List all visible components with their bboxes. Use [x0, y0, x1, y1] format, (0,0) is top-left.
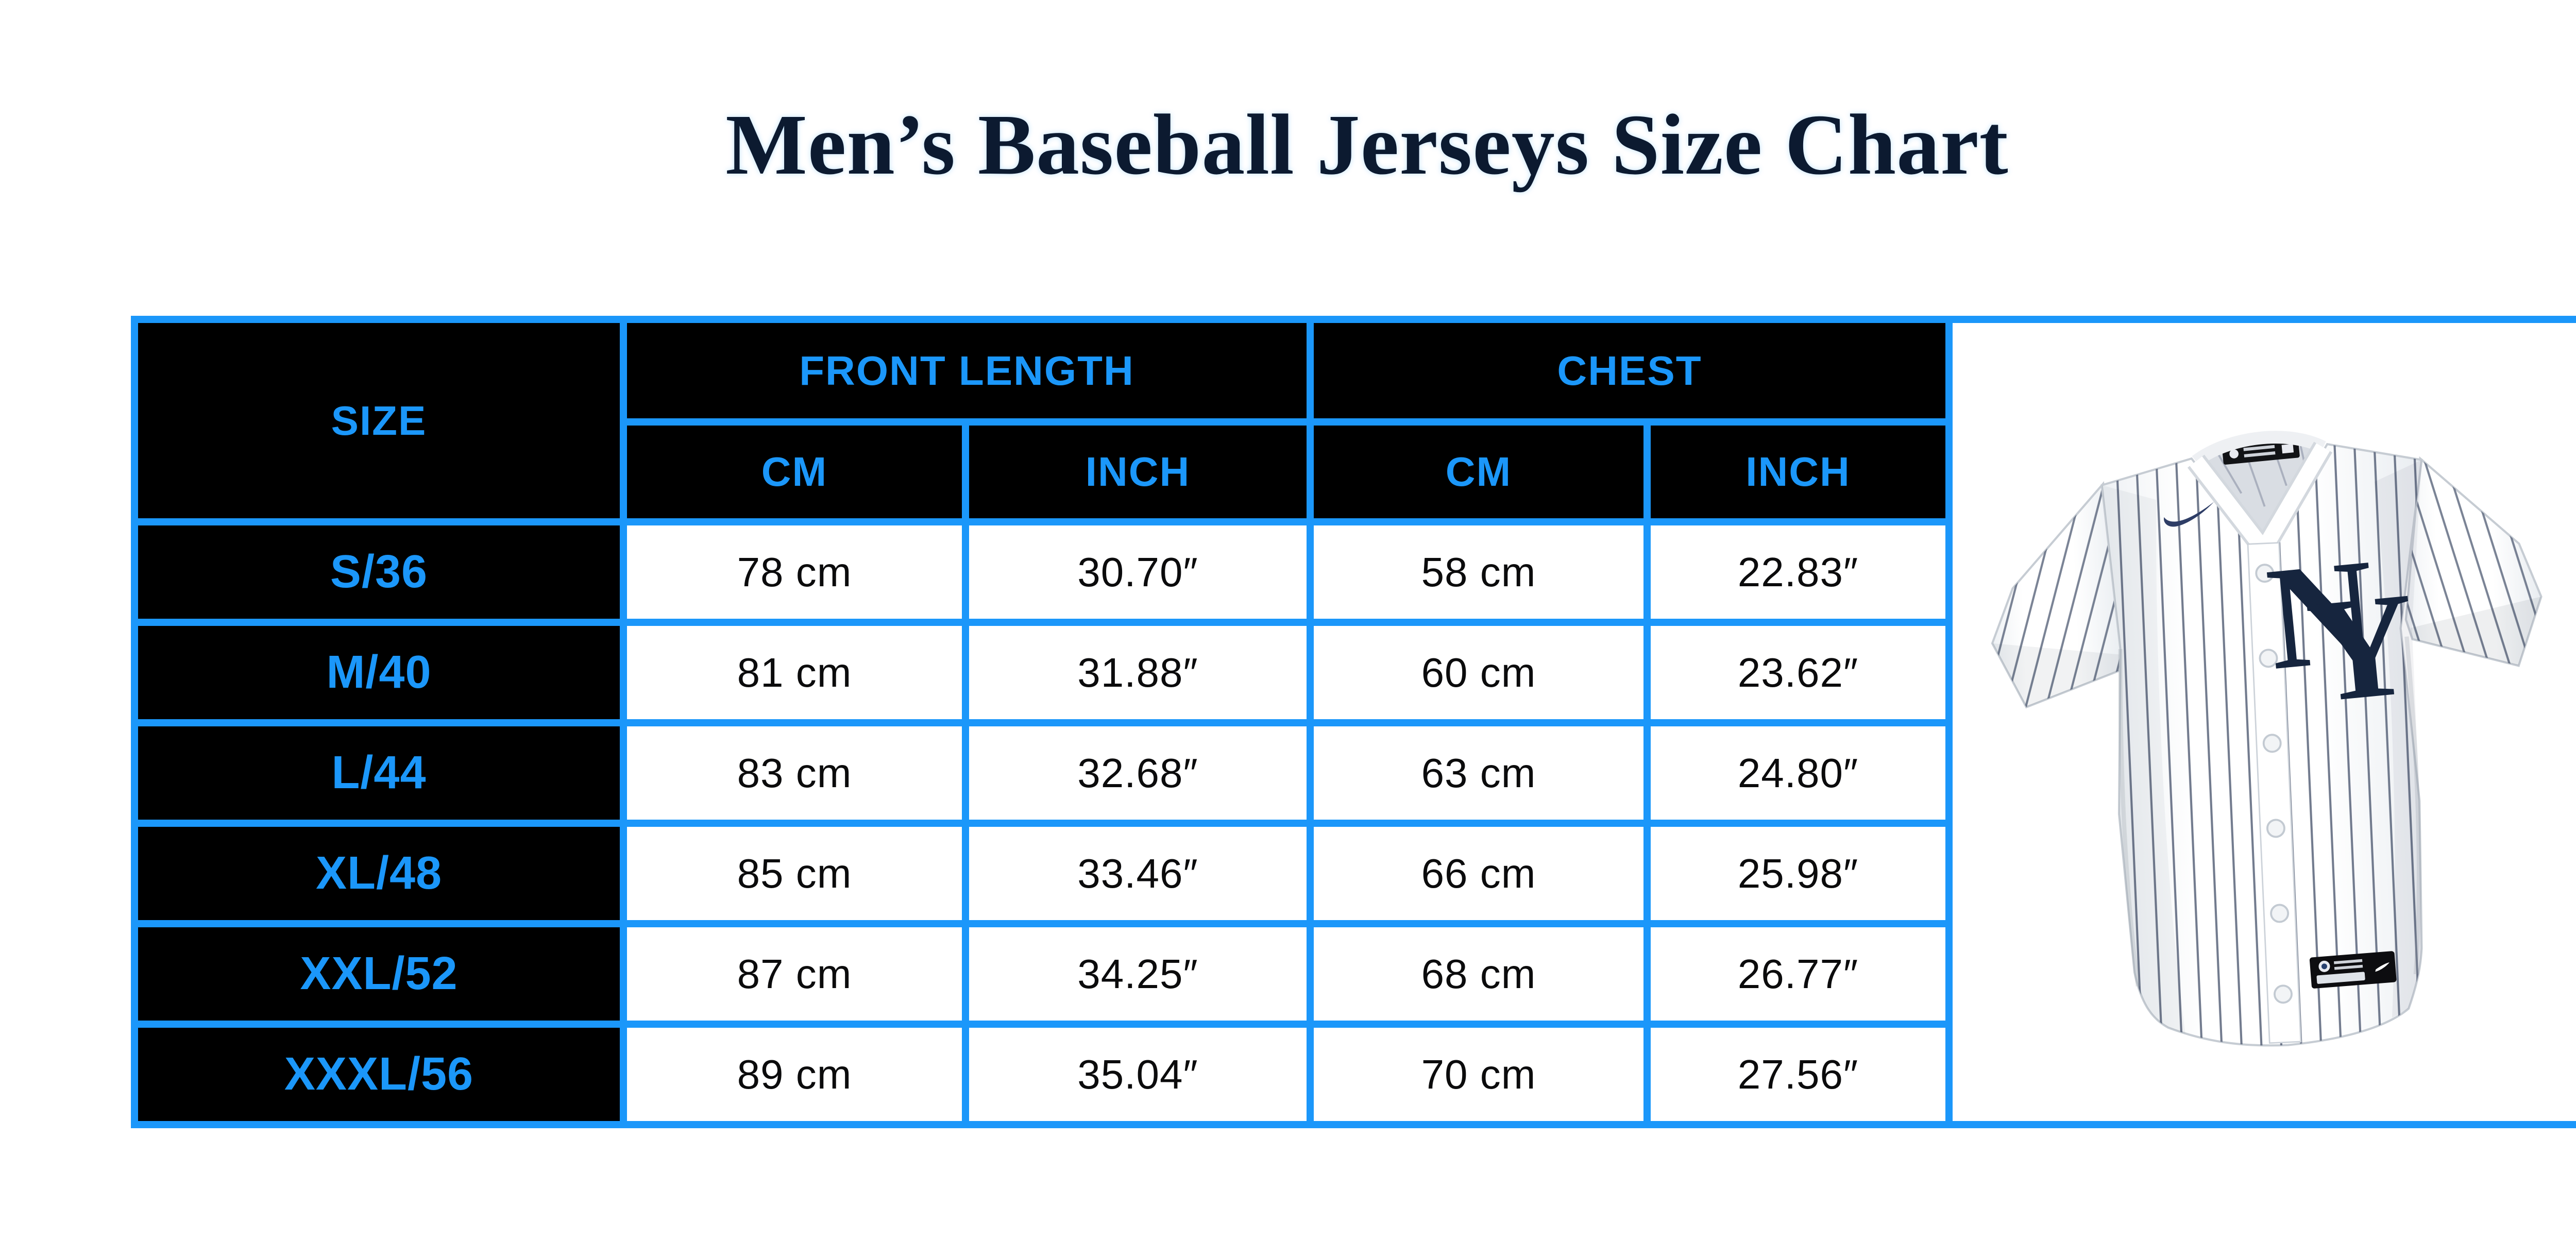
front-length-inch-value: 32.68″: [969, 726, 1307, 820]
svg-text:N: N: [2261, 528, 2382, 701]
column-group-front-length: FRONT LENGTH: [627, 323, 1307, 418]
jersey-left-sleeve: [1991, 481, 2125, 709]
chest-inch-value: 27.56″: [1651, 1028, 1945, 1121]
front-length-cm-value: 78 cm: [627, 525, 962, 619]
subheader-front-inch: INCH: [969, 426, 1307, 518]
chest-inch-value: 26.77″: [1651, 927, 1945, 1021]
chest-cm-value: 68 cm: [1314, 927, 1643, 1021]
chest-cm-value: 60 cm: [1314, 626, 1643, 719]
chest-cm-value: 70 cm: [1314, 1028, 1643, 1121]
jock-tag: [2309, 951, 2397, 989]
front-length-inch-value: 33.46″: [969, 827, 1307, 920]
front-length-cm-value: 81 cm: [627, 626, 962, 719]
chest-cm-value: 66 cm: [1314, 827, 1643, 920]
jersey-inner-neck: [2195, 436, 2323, 543]
row-label-size: M/40: [138, 626, 620, 719]
chest-inch-value: 24.80″: [1651, 726, 1945, 820]
row-label-size: L/44: [138, 726, 620, 820]
jersey-placket: [2247, 542, 2301, 1044]
front-length-inch-value: 31.88″: [969, 626, 1307, 719]
row-label-size: XL/48: [138, 827, 620, 920]
column-header-size: SIZE: [138, 323, 620, 518]
front-length-inch-value: 30.70″: [969, 525, 1307, 619]
ny-logo: N Y: [2261, 528, 2422, 734]
page-title: Men’s Baseball Jerseys Size Chart: [725, 97, 2009, 193]
jersey-buttons: [2255, 564, 2293, 1004]
jersey-photo: N Y: [1991, 431, 2543, 1047]
jersey-body: N Y: [1991, 431, 2543, 1047]
front-length-inch-value: 35.04″: [969, 1028, 1307, 1121]
jersey-right-sleeve: [2404, 456, 2543, 667]
chest-cm-value: 63 cm: [1314, 726, 1643, 820]
front-length-cm-value: 87 cm: [627, 927, 962, 1021]
subheader-chest-cm: CM: [1314, 426, 1643, 518]
subheader-chest-inch: INCH: [1651, 426, 1945, 518]
chest-cm-value: 58 cm: [1314, 525, 1643, 619]
svg-text:Y: Y: [2301, 561, 2422, 734]
column-group-chest: CHEST: [1314, 323, 1945, 418]
front-length-cm-value: 85 cm: [627, 827, 962, 920]
row-label-size: XXL/52: [138, 927, 620, 1021]
chest-inch-value: 22.83″: [1651, 525, 1945, 619]
row-label-size: XXXL/56: [138, 1028, 620, 1121]
chest-inch-value: 23.62″: [1651, 626, 1945, 719]
jersey-photo-panel: N Y: [1953, 323, 2576, 1121]
chest-inch-value: 25.98″: [1651, 827, 1945, 920]
row-label-size: S/36: [138, 525, 620, 619]
front-length-cm-value: 89 cm: [627, 1028, 962, 1121]
front-length-cm-value: 83 cm: [627, 726, 962, 820]
nike-swoosh-icon: [2163, 502, 2214, 527]
front-length-inch-value: 34.25″: [969, 927, 1307, 1021]
subheader-front-cm: CM: [627, 426, 962, 518]
size-chart-table: SIZE FRONT LENGTH CHEST CM INCH CM INCH: [131, 316, 2576, 1128]
